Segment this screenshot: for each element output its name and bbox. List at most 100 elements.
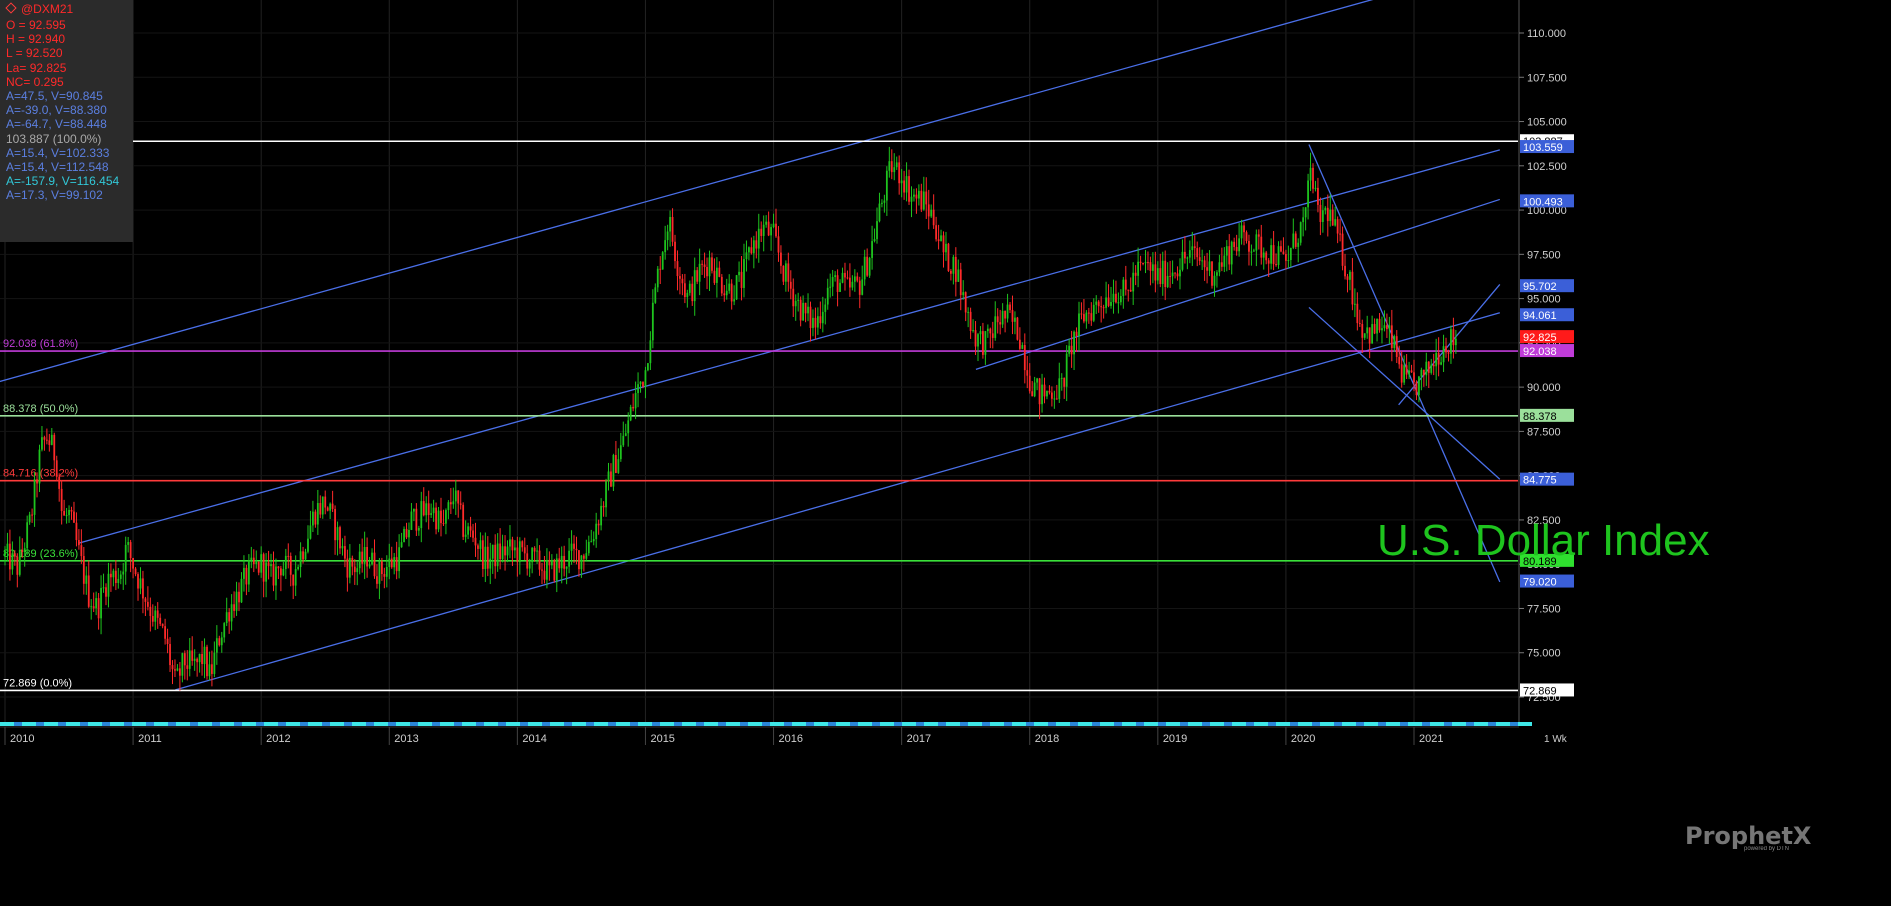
candle-body	[1371, 324, 1374, 344]
candle-body	[1060, 377, 1063, 379]
price-tick-label: 77.500	[1527, 603, 1561, 615]
candle-body	[883, 200, 886, 203]
candle-body	[1233, 241, 1236, 248]
candle-body	[738, 271, 740, 276]
candle-body	[974, 330, 977, 347]
candle-body	[225, 612, 228, 624]
candle-body	[484, 546, 487, 570]
candle-body	[1176, 273, 1179, 277]
candle-body	[920, 190, 923, 210]
info-line: A=-39.0, V=88.380	[6, 103, 107, 118]
candle-body	[543, 570, 546, 580]
candle-body	[87, 575, 90, 607]
candle-body	[531, 547, 534, 563]
candle-body	[171, 665, 174, 670]
candle-body	[336, 527, 339, 541]
candle-body	[398, 547, 401, 572]
candle-body	[748, 247, 750, 253]
candle-body	[674, 241, 676, 262]
candle-body	[73, 511, 75, 523]
candle-body	[144, 598, 147, 602]
time-band-segment	[176, 722, 190, 726]
time-band-segment	[748, 722, 762, 726]
candle-body	[794, 300, 797, 307]
candle-body	[252, 557, 255, 565]
time-band-segment	[154, 722, 168, 726]
candle-body	[395, 557, 398, 572]
candle-body	[1001, 310, 1004, 325]
candle-body	[1085, 312, 1088, 322]
price-tag	[1520, 683, 1574, 697]
candle-body	[1075, 331, 1078, 336]
time-band-segment	[1276, 722, 1290, 726]
candle-body	[1169, 275, 1172, 277]
candle-body	[1208, 261, 1211, 271]
candle-body	[90, 606, 93, 608]
candle-body	[592, 539, 595, 542]
candle-body	[1031, 391, 1034, 397]
trend-line	[1398, 284, 1501, 406]
candle-body	[809, 306, 812, 328]
candle-body	[1336, 219, 1339, 234]
candle-body	[1196, 248, 1199, 258]
candle-body	[927, 204, 930, 217]
candle-body	[1151, 264, 1154, 271]
info-line: O = 92.595	[6, 18, 66, 32]
candle-body	[745, 252, 748, 260]
time-band-segment	[550, 722, 564, 726]
candle-body	[1304, 207, 1307, 218]
time-band-segment	[44, 722, 58, 726]
trend-line	[79, 149, 1500, 544]
candle-body	[166, 638, 169, 645]
candle-body	[528, 562, 531, 569]
candle-body	[1053, 398, 1056, 400]
time-band-segment	[836, 722, 850, 726]
candle-body	[60, 488, 63, 511]
candle-body	[1363, 333, 1366, 338]
candle-body	[70, 509, 73, 512]
time-band-segment	[1012, 722, 1026, 726]
candle-body	[312, 511, 314, 526]
trend-lines[interactable]	[0, 0, 1501, 691]
candle-body	[430, 513, 433, 515]
symbol-label: @DXM21	[5, 2, 73, 16]
candle-body	[1107, 297, 1110, 306]
candle-body	[1405, 365, 1408, 375]
candle-body	[1252, 250, 1255, 252]
candle-body	[1243, 225, 1245, 233]
candle-body	[1009, 304, 1011, 311]
candle-body	[247, 560, 250, 585]
candle-body	[1312, 167, 1314, 189]
candle-body	[873, 239, 876, 242]
candle-body	[996, 316, 999, 323]
candle-body	[715, 267, 718, 283]
time-band-segment	[1122, 722, 1136, 726]
candle-body	[1314, 187, 1317, 189]
candle-body	[782, 265, 785, 282]
fibonacci-levels[interactable]: 103.887 (100.0%) 92.038 (61.8%) 88.378 (50…	[0, 128, 1518, 692]
candle-body	[464, 534, 467, 537]
candle-body	[68, 509, 70, 516]
candle-body	[403, 528, 405, 543]
time-tick-label: 2012	[266, 733, 290, 745]
time-band-segment	[220, 722, 234, 726]
candle-body	[188, 650, 191, 669]
candle-body	[1262, 252, 1265, 258]
candle-body	[267, 562, 270, 567]
candle-body	[124, 544, 127, 572]
time-band-segment	[638, 722, 652, 726]
candle-body	[1036, 378, 1039, 383]
time-band-segment	[286, 722, 300, 726]
candle-body	[972, 330, 974, 332]
candle-body	[31, 514, 33, 516]
price-tag	[1520, 308, 1574, 322]
time-band-segment	[484, 722, 498, 726]
time-band-segment	[66, 722, 80, 726]
candle-body	[671, 216, 674, 242]
candle-body	[821, 311, 824, 324]
candle-body	[762, 224, 765, 236]
time-band-segment	[528, 722, 542, 726]
candle-body	[1376, 318, 1378, 334]
